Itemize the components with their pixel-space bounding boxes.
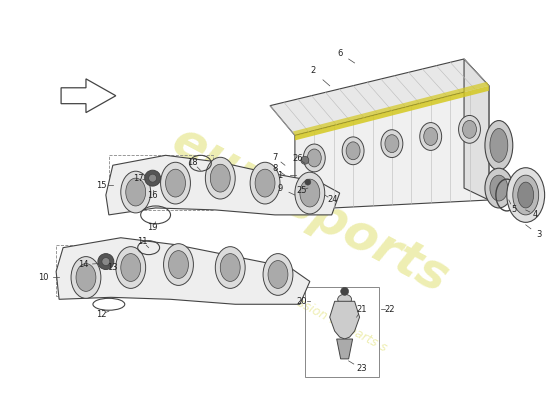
Ellipse shape: [205, 157, 235, 199]
Text: 8: 8: [272, 164, 278, 173]
Circle shape: [305, 179, 311, 185]
Text: 20: 20: [296, 297, 307, 306]
Text: 26: 26: [293, 154, 303, 163]
Text: 17: 17: [134, 174, 144, 183]
Ellipse shape: [255, 169, 275, 197]
Ellipse shape: [342, 137, 364, 165]
Ellipse shape: [507, 168, 544, 222]
Ellipse shape: [163, 244, 194, 286]
Ellipse shape: [459, 116, 481, 143]
Text: 22: 22: [384, 305, 395, 314]
Circle shape: [148, 174, 157, 182]
Ellipse shape: [166, 169, 185, 197]
Polygon shape: [329, 301, 360, 339]
Text: 21: 21: [356, 305, 367, 314]
Polygon shape: [295, 86, 489, 210]
Circle shape: [340, 287, 349, 295]
Ellipse shape: [168, 251, 189, 278]
Ellipse shape: [161, 162, 190, 204]
Ellipse shape: [424, 128, 438, 146]
Text: 2: 2: [310, 66, 316, 76]
Ellipse shape: [420, 122, 442, 150]
Ellipse shape: [381, 130, 403, 158]
Ellipse shape: [295, 172, 324, 214]
Ellipse shape: [268, 260, 288, 288]
Text: 15: 15: [96, 181, 106, 190]
Ellipse shape: [490, 175, 508, 201]
Ellipse shape: [490, 128, 508, 162]
Ellipse shape: [518, 182, 534, 208]
Circle shape: [301, 156, 309, 164]
Ellipse shape: [338, 294, 351, 304]
Text: 13: 13: [107, 263, 118, 272]
Text: 23: 23: [356, 364, 367, 373]
Ellipse shape: [307, 149, 321, 167]
Text: 16: 16: [147, 190, 158, 200]
Text: 19: 19: [147, 223, 158, 232]
Ellipse shape: [215, 247, 245, 288]
Text: 7: 7: [272, 153, 278, 162]
Text: 25: 25: [296, 186, 307, 194]
Text: 10: 10: [38, 273, 48, 282]
Circle shape: [102, 258, 110, 266]
Ellipse shape: [346, 142, 360, 160]
Ellipse shape: [116, 247, 146, 288]
Polygon shape: [464, 59, 489, 200]
Circle shape: [98, 254, 114, 270]
Ellipse shape: [71, 257, 101, 298]
Text: eurosports: eurosports: [163, 117, 456, 303]
Ellipse shape: [513, 175, 538, 215]
Text: a passion for parts s: a passion for parts s: [271, 284, 389, 355]
Polygon shape: [293, 82, 489, 136]
Text: 18: 18: [187, 158, 198, 167]
Ellipse shape: [121, 254, 141, 282]
Text: 24: 24: [327, 196, 338, 204]
Text: 11: 11: [138, 237, 148, 246]
Ellipse shape: [210, 164, 230, 192]
Ellipse shape: [76, 264, 96, 291]
Text: 3: 3: [536, 230, 541, 239]
Ellipse shape: [221, 254, 240, 282]
Ellipse shape: [300, 179, 320, 207]
Polygon shape: [337, 339, 353, 359]
Text: 14: 14: [78, 260, 88, 269]
Polygon shape: [56, 238, 310, 304]
Ellipse shape: [485, 168, 513, 208]
Ellipse shape: [126, 178, 146, 206]
Circle shape: [145, 170, 161, 186]
Text: 5: 5: [511, 206, 516, 214]
Polygon shape: [295, 86, 489, 140]
Text: 4: 4: [533, 210, 538, 219]
Ellipse shape: [304, 144, 325, 172]
Ellipse shape: [385, 135, 399, 152]
Text: 9: 9: [277, 184, 283, 192]
Polygon shape: [106, 155, 340, 215]
Ellipse shape: [121, 171, 151, 213]
Text: 6: 6: [337, 48, 342, 58]
Ellipse shape: [463, 120, 476, 138]
Ellipse shape: [250, 162, 280, 204]
Text: 12: 12: [96, 310, 106, 319]
Ellipse shape: [263, 254, 293, 295]
Polygon shape: [270, 59, 489, 136]
Text: 1: 1: [277, 171, 283, 180]
Ellipse shape: [485, 120, 513, 170]
